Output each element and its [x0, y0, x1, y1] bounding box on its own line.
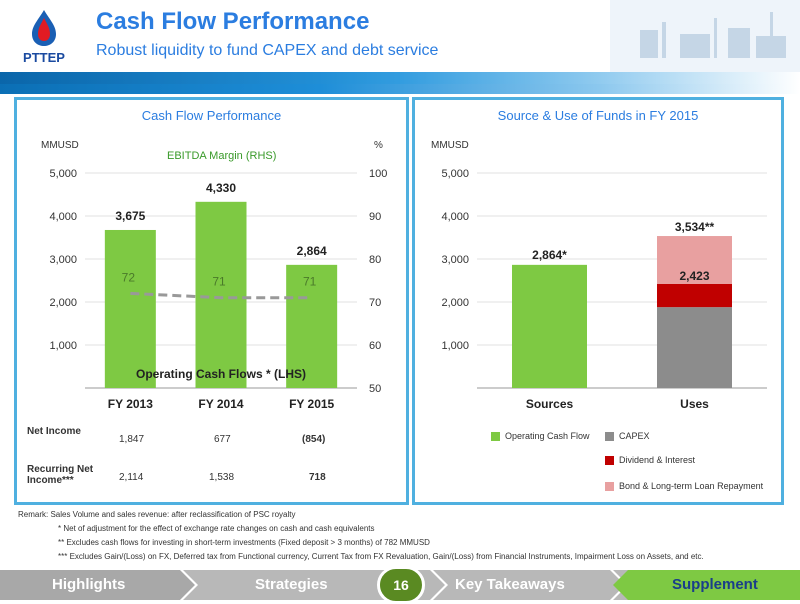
net-income-label: Net Income — [27, 426, 81, 437]
y2-tick-label: 100 — [369, 168, 387, 180]
cash-flow-panel: Cash Flow Performance MMUSD % EBITDA Mar… — [14, 97, 409, 505]
slide-header: PTTEP Cash Flow Performance Robust liqui… — [0, 0, 800, 75]
ocf-bar-value-label: 3,675 — [115, 209, 145, 223]
x-tick-label: Uses — [680, 397, 709, 411]
y-tick-label: 5,000 — [441, 168, 469, 180]
y-tick-label: 2,000 — [49, 297, 77, 309]
y-tick-label: 3,000 — [49, 254, 77, 266]
recurring-fy2013: 2,114 — [119, 472, 144, 483]
legend-dividend: Dividend & Interest — [619, 455, 696, 465]
right-y-unit: % — [374, 140, 383, 151]
y-tick-label: 1,000 — [441, 340, 469, 352]
ebitda-margin-label: 71 — [303, 275, 317, 289]
legend-swatch-dividend — [605, 456, 614, 465]
page-title: Cash Flow Performance — [96, 8, 370, 35]
y-tick-label: 2,000 — [441, 297, 469, 309]
source-use-panel: Source & Use of Funds in FY 2015 MMUSD 5… — [412, 97, 784, 505]
source-use-y-unit: MMUSD — [431, 140, 469, 151]
ocf-series-label: Operating Cash Flows * (LHS) — [136, 367, 306, 381]
cash-flow-chart: 5,000 4,000 3,000 2,000 1,000 100 90 80 70 60 50 3,… — [49, 168, 387, 411]
net-income-fy2013: 1,847 — [119, 434, 145, 445]
left-y-unit: MMUSD — [41, 140, 79, 151]
y2-tick-label: 60 — [369, 340, 381, 352]
remark-note-2: ** Excludes cash flows for investing in … — [58, 538, 430, 547]
x-tick-label: FY 2013 — [108, 397, 153, 411]
nav-strategies[interactable]: Strategies — [255, 576, 328, 593]
stacked-bar-segment — [657, 236, 732, 284]
cash-flow-panel-title: Cash Flow Performance — [141, 108, 282, 123]
sources-value-label: 2,864* — [532, 248, 567, 262]
recurring-fy2014: 1,538 — [209, 472, 235, 483]
y-tick-label: 1,000 — [49, 340, 77, 352]
uses-total-label: 3,534** — [675, 220, 715, 234]
legend-swatch-capex — [605, 432, 614, 441]
y2-tick-label: 70 — [369, 297, 381, 309]
ebitda-margin-line — [130, 291, 312, 300]
y-tick-label: 3,000 — [441, 254, 469, 266]
nav-key-takeaways[interactable]: Key Takeaways — [455, 576, 565, 593]
svg-text:PTTEP: PTTEP — [23, 50, 65, 65]
remark-note-1: * Net of adjustment for the effect of ex… — [58, 524, 375, 533]
header-band-highlight — [0, 72, 800, 84]
remarks: Remark: Sales Volume and sales revenue: … — [18, 508, 704, 564]
y-tick-label: 4,000 — [441, 211, 469, 223]
ocf-bar-value-label: 4,330 — [206, 181, 236, 195]
x-tick-label: FY 2015 — [289, 397, 334, 411]
legend-ocf: Operating Cash Flow — [505, 431, 590, 441]
net-income-fy2014: 677 — [214, 434, 231, 445]
ocf-bar — [195, 201, 247, 388]
remark-main: Remark: Sales Volume and sales revenue: … — [18, 510, 296, 519]
x-tick-label: FY 2014 — [198, 397, 243, 411]
page-number: 16 — [393, 577, 409, 593]
nav-highlights[interactable]: Highlights — [52, 576, 126, 593]
legend-swatch-bond — [605, 482, 614, 491]
offshore-platform-graphic — [610, 0, 800, 72]
uses-subtotal-label: 2,423 — [679, 269, 709, 283]
y2-tick-label: 50 — [369, 383, 381, 395]
ebitda-margin-label: EBITDA Margin (RHS) — [167, 150, 277, 162]
source-use-chart: 5,000 4,000 3,000 2,000 1,000 Sources Uses 2,86… — [441, 168, 767, 411]
stacked-bar-segment — [512, 264, 587, 388]
legend-capex: CAPEX — [619, 431, 650, 441]
net-income-fy2015: (854) — [302, 434, 326, 445]
remark-note-3: *** Excludes Gain/(Loss) on FX, Deferred… — [58, 552, 704, 561]
y2-tick-label: 80 — [369, 254, 381, 266]
x-tick-label: Sources — [526, 397, 574, 411]
ocf-bar-value-label: 2,864 — [297, 244, 327, 258]
y2-tick-label: 90 — [369, 211, 381, 223]
y-tick-label: 4,000 — [49, 211, 77, 223]
recurring-fy2015: 718 — [309, 472, 326, 483]
pttep-logo: PTTEP — [23, 10, 65, 65]
ocf-bar — [286, 264, 338, 388]
ebitda-margin-label: 71 — [212, 275, 226, 289]
ocf-bar — [104, 229, 156, 388]
page-subtitle: Robust liquidity to fund CAPEX and debt … — [96, 42, 439, 59]
stacked-bar-segment — [657, 307, 732, 388]
stacked-bar-segment — [657, 283, 732, 308]
legend-swatch-ocf — [491, 432, 500, 441]
y-tick-label: 5,000 — [49, 168, 77, 180]
nav-supplement[interactable]: Supplement — [672, 576, 758, 593]
recurring-net-income-label: Recurring Net Income*** — [27, 464, 94, 486]
ebitda-margin-label: 72 — [122, 270, 136, 284]
footer-chevrons — [0, 570, 800, 600]
legend-bond: Bond & Long-term Loan Repayment — [619, 481, 764, 491]
source-use-panel-title: Source & Use of Funds in FY 2015 — [497, 108, 699, 123]
